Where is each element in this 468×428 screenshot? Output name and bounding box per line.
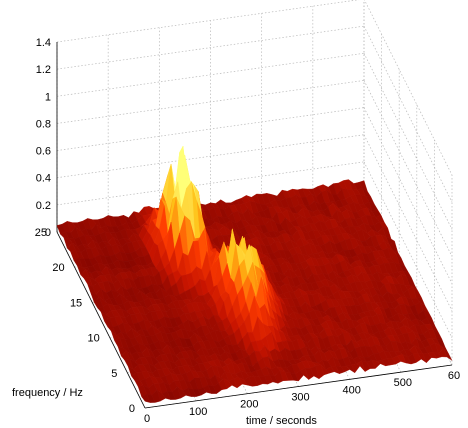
back-wall-gridline-6: [56, 25, 365, 70]
tick-labels: 00.20.40.60.811.21.401002003004005006005…: [35, 37, 460, 425]
surface: [56, 145, 453, 403]
x-tick-label: 60: [448, 370, 460, 382]
z-tick-label: 0.8: [36, 118, 51, 130]
z-tick-label: 1.2: [36, 64, 51, 76]
side-wall-gridline-2: [363, 134, 453, 311]
z-tick-label: 1.4: [36, 37, 51, 49]
z-tick-label: 0.2: [36, 200, 51, 212]
z-tick-label: 1: [45, 91, 51, 103]
side-wall-gridline-6: [363, 25, 453, 203]
side-wall-gridline-3: [363, 107, 453, 284]
y-axis-label: frequency / Hz: [12, 387, 83, 399]
y-tick-label: 20: [52, 262, 64, 274]
z-tick-label: 0: [45, 227, 51, 239]
y-tick-label: 0: [129, 403, 135, 415]
x-axis-line: [144, 364, 453, 409]
y-tick-label: 5: [111, 368, 117, 380]
x-tick-label: 300: [291, 392, 309, 404]
x-axis-label: time / seconds: [246, 415, 317, 427]
x-tick-label: 0: [144, 413, 150, 425]
y-tick-label: 25: [35, 227, 47, 239]
z-tick-label: 0.6: [36, 146, 51, 158]
surface-patch: [141, 393, 151, 403]
x-tick-label: 200: [240, 399, 258, 411]
back-wall-gridline-2: [56, 134, 365, 179]
side-wall-gridline-4: [363, 80, 453, 257]
side-wall-gridline-5: [363, 53, 453, 230]
z-tick-label: 0.4: [36, 173, 51, 185]
back-wall-gridline-1: [56, 161, 365, 206]
x-tick-label: 400: [342, 384, 360, 396]
x-tick-label: 500: [394, 377, 412, 389]
y-tick-label: 10: [88, 333, 100, 345]
side-wall-gridline-7: [364, 0, 453, 176]
side-wall-gridline-1: [363, 161, 453, 339]
y-tick-label: 15: [70, 297, 82, 309]
y-axis-line: [56, 231, 146, 409]
x-tick-label: 100: [189, 406, 207, 418]
back-wall-gridline-5: [56, 52, 365, 97]
